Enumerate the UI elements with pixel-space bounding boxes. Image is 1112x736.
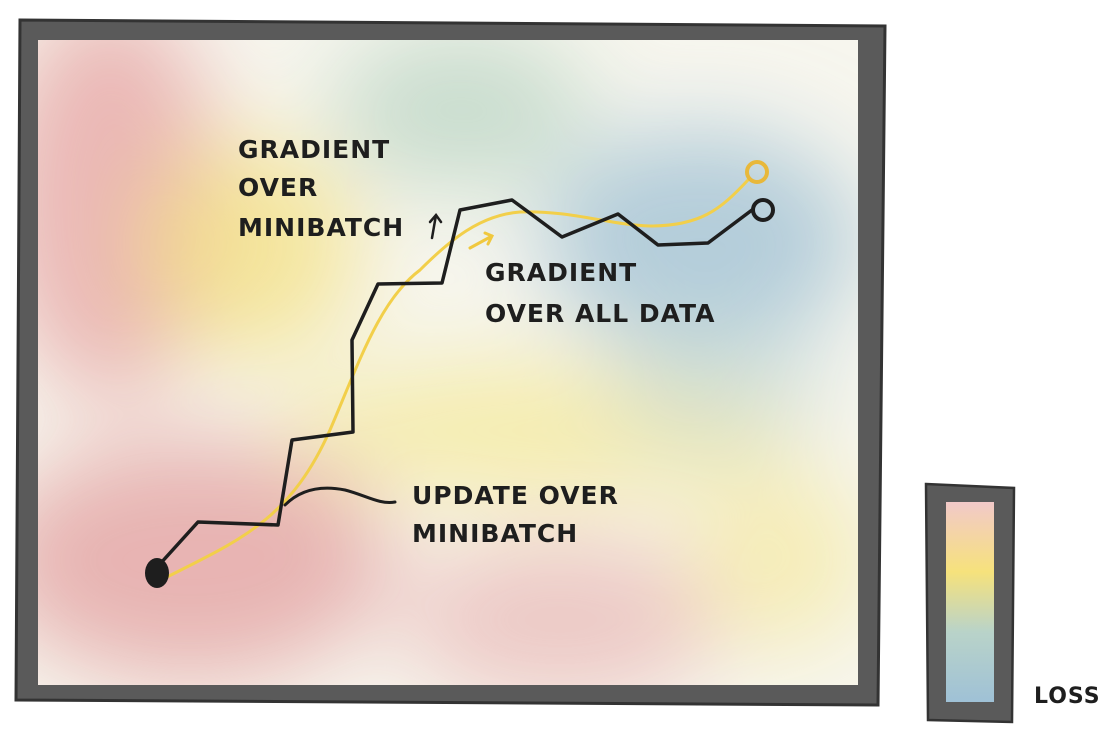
loss-color-scale [946, 502, 994, 702]
svg-text:GRADIENT: GRADIENT [238, 135, 390, 164]
yellow-arrow-icon [468, 231, 495, 250]
minibatch-end-circle [751, 198, 775, 222]
black-arrow-icon [428, 212, 443, 240]
label-update-minibatch: UPDATE OVER MINIBATCH [412, 481, 619, 548]
loss-legend: LOSS [924, 482, 1101, 724]
svg-text:MINIBATCH: MINIBATCH [412, 519, 578, 548]
update-pointer-line [283, 486, 397, 507]
label-gradient-minibatch: GRADIENT OVER MINIBATCH [238, 135, 404, 242]
start-point [145, 558, 169, 588]
minibatch-path [145, 198, 775, 588]
svg-text:GRADIENT: GRADIENT [485, 258, 637, 287]
legend-label: LOSS [1034, 684, 1101, 709]
full-gradient-path [163, 160, 769, 580]
full-gradient-end-circle [745, 160, 769, 184]
svg-text:UPDATE OVER: UPDATE OVER [412, 481, 619, 510]
svg-text:OVER: OVER [238, 173, 318, 202]
svg-text:MINIBATCH: MINIBATCH [238, 213, 404, 242]
loss-surface [38, 40, 858, 685]
svg-text:OVER ALL DATA: OVER ALL DATA [485, 299, 716, 328]
label-gradient-all-data: GRADIENT OVER ALL DATA [485, 258, 716, 328]
